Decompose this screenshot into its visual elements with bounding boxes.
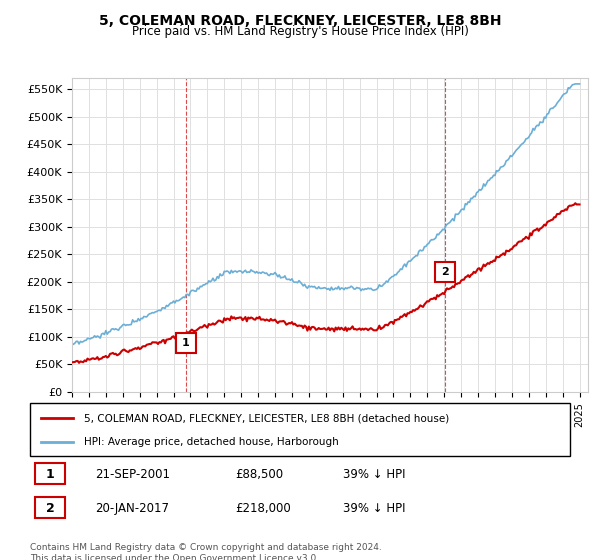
- Text: 21-SEP-2001: 21-SEP-2001: [95, 468, 170, 481]
- Text: 39% ↓ HPI: 39% ↓ HPI: [343, 502, 406, 515]
- Text: 20-JAN-2017: 20-JAN-2017: [95, 502, 169, 515]
- Text: £88,500: £88,500: [235, 468, 283, 481]
- Text: 5, COLEMAN ROAD, FLECKNEY, LEICESTER, LE8 8BH (detached house): 5, COLEMAN ROAD, FLECKNEY, LEICESTER, LE…: [84, 413, 449, 423]
- Text: 2: 2: [46, 502, 55, 515]
- Text: 1: 1: [46, 468, 55, 481]
- Text: Contains HM Land Registry data © Crown copyright and database right 2024.
This d: Contains HM Land Registry data © Crown c…: [30, 543, 382, 560]
- Text: £218,000: £218,000: [235, 502, 291, 515]
- Text: 2: 2: [441, 267, 449, 277]
- FancyBboxPatch shape: [35, 464, 65, 484]
- Text: Price paid vs. HM Land Registry's House Price Index (HPI): Price paid vs. HM Land Registry's House …: [131, 25, 469, 38]
- Text: 39% ↓ HPI: 39% ↓ HPI: [343, 468, 406, 481]
- Text: HPI: Average price, detached house, Harborough: HPI: Average price, detached house, Harb…: [84, 436, 339, 446]
- FancyBboxPatch shape: [30, 403, 570, 456]
- Text: 1: 1: [182, 338, 190, 348]
- Text: 5, COLEMAN ROAD, FLECKNEY, LEICESTER, LE8 8BH: 5, COLEMAN ROAD, FLECKNEY, LEICESTER, LE…: [99, 14, 501, 28]
- FancyBboxPatch shape: [35, 497, 65, 518]
